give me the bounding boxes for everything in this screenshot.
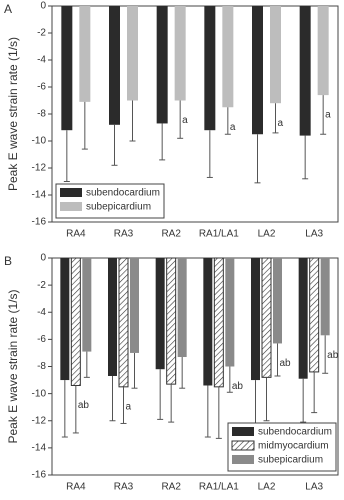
x-tick-label: RA1/LA1	[199, 482, 239, 493]
bar	[177, 258, 187, 358]
bar	[298, 258, 308, 379]
annotation: a	[126, 401, 132, 412]
x-tick-label: LA2	[258, 482, 276, 493]
bar	[252, 6, 263, 135]
bar	[261, 257, 272, 378]
bar	[70, 257, 81, 386]
bar	[60, 258, 70, 381]
bar	[82, 258, 92, 352]
x-tick-label: LA3	[305, 229, 323, 240]
annotation: ab	[232, 381, 244, 392]
legend-swatch	[60, 202, 82, 211]
y-tick-label: -12	[32, 415, 47, 426]
x-tick-label: RA4	[66, 482, 86, 493]
bar	[61, 6, 73, 131]
bar	[203, 258, 213, 386]
y-tick-label: 0	[40, 1, 46, 12]
legend-label: subendocardium	[86, 188, 160, 199]
plot-frame	[51, 257, 339, 476]
bar	[317, 6, 329, 96]
annotation: a	[182, 115, 188, 126]
y-tick-label: -14	[32, 190, 47, 201]
y-tick-label: -2	[37, 280, 46, 291]
bar	[108, 258, 117, 376]
bar	[213, 257, 224, 388]
bar	[225, 258, 235, 367]
y-tick-label: -10	[32, 388, 47, 399]
legend-swatch	[231, 440, 255, 451]
annotation: a	[325, 110, 331, 121]
x-tick-label: LA2	[258, 229, 276, 240]
y-tick-label: 0	[40, 253, 46, 264]
bar	[273, 258, 282, 344]
bar	[222, 6, 234, 108]
y-tick-label: -4	[37, 307, 46, 318]
y-tick-label: -10	[32, 136, 47, 147]
bar	[127, 6, 138, 101]
plot-frame	[51, 5, 339, 223]
annotation: ab	[78, 400, 90, 411]
legend-label: subepicardium	[86, 202, 151, 213]
x-tick-label: RA3	[114, 482, 134, 493]
y-tick-label: -6	[37, 334, 46, 345]
bar	[270, 6, 281, 104]
panel-label: A	[4, 2, 12, 16]
y-tick-label: -4	[37, 55, 46, 66]
annotation: a	[278, 118, 284, 129]
y-tick-label: -12	[32, 163, 47, 174]
y-tick-label: -16	[32, 217, 47, 228]
bar	[155, 258, 165, 370]
x-tick-label: RA4	[66, 229, 86, 240]
legend-label: subendocardium	[258, 427, 332, 438]
x-tick-label: RA1/LA1	[199, 229, 239, 240]
bar	[299, 6, 311, 136]
bar	[130, 258, 139, 353]
annotation: ab	[280, 358, 292, 369]
bar	[118, 257, 129, 388]
legend-swatch	[60, 188, 82, 197]
annotation: a	[230, 122, 236, 133]
legend-swatch	[232, 455, 254, 464]
bar	[204, 6, 216, 131]
legend-swatch	[232, 427, 254, 436]
y-tick-label: -8	[37, 109, 46, 120]
x-tick-label: RA3	[114, 229, 134, 240]
legend-label: subepicardium	[258, 455, 323, 466]
y-tick-label: -8	[37, 361, 46, 372]
bar	[166, 257, 177, 385]
bar	[79, 6, 91, 102]
y-axis-label: Peak E wave strain rate (1/s)	[6, 289, 20, 443]
bar	[320, 258, 330, 336]
x-tick-label: RA2	[161, 229, 181, 240]
x-tick-label: LA3	[305, 482, 323, 493]
y-tick-label: -6	[37, 82, 46, 93]
bar	[109, 6, 120, 125]
y-tick-label: -14	[32, 443, 47, 454]
y-tick-label: -2	[37, 28, 46, 39]
y-axis-label: Peak E wave strain rate (1/s)	[6, 37, 20, 191]
annotation: ab	[327, 350, 339, 361]
legend-label: midmyocardium	[258, 441, 329, 452]
x-tick-label: RA2	[161, 482, 181, 493]
y-tick-label: -16	[32, 470, 47, 481]
bar	[156, 6, 168, 124]
bar	[251, 258, 260, 381]
bar	[309, 257, 320, 373]
bar	[174, 6, 186, 101]
panel-label: B	[4, 254, 12, 268]
